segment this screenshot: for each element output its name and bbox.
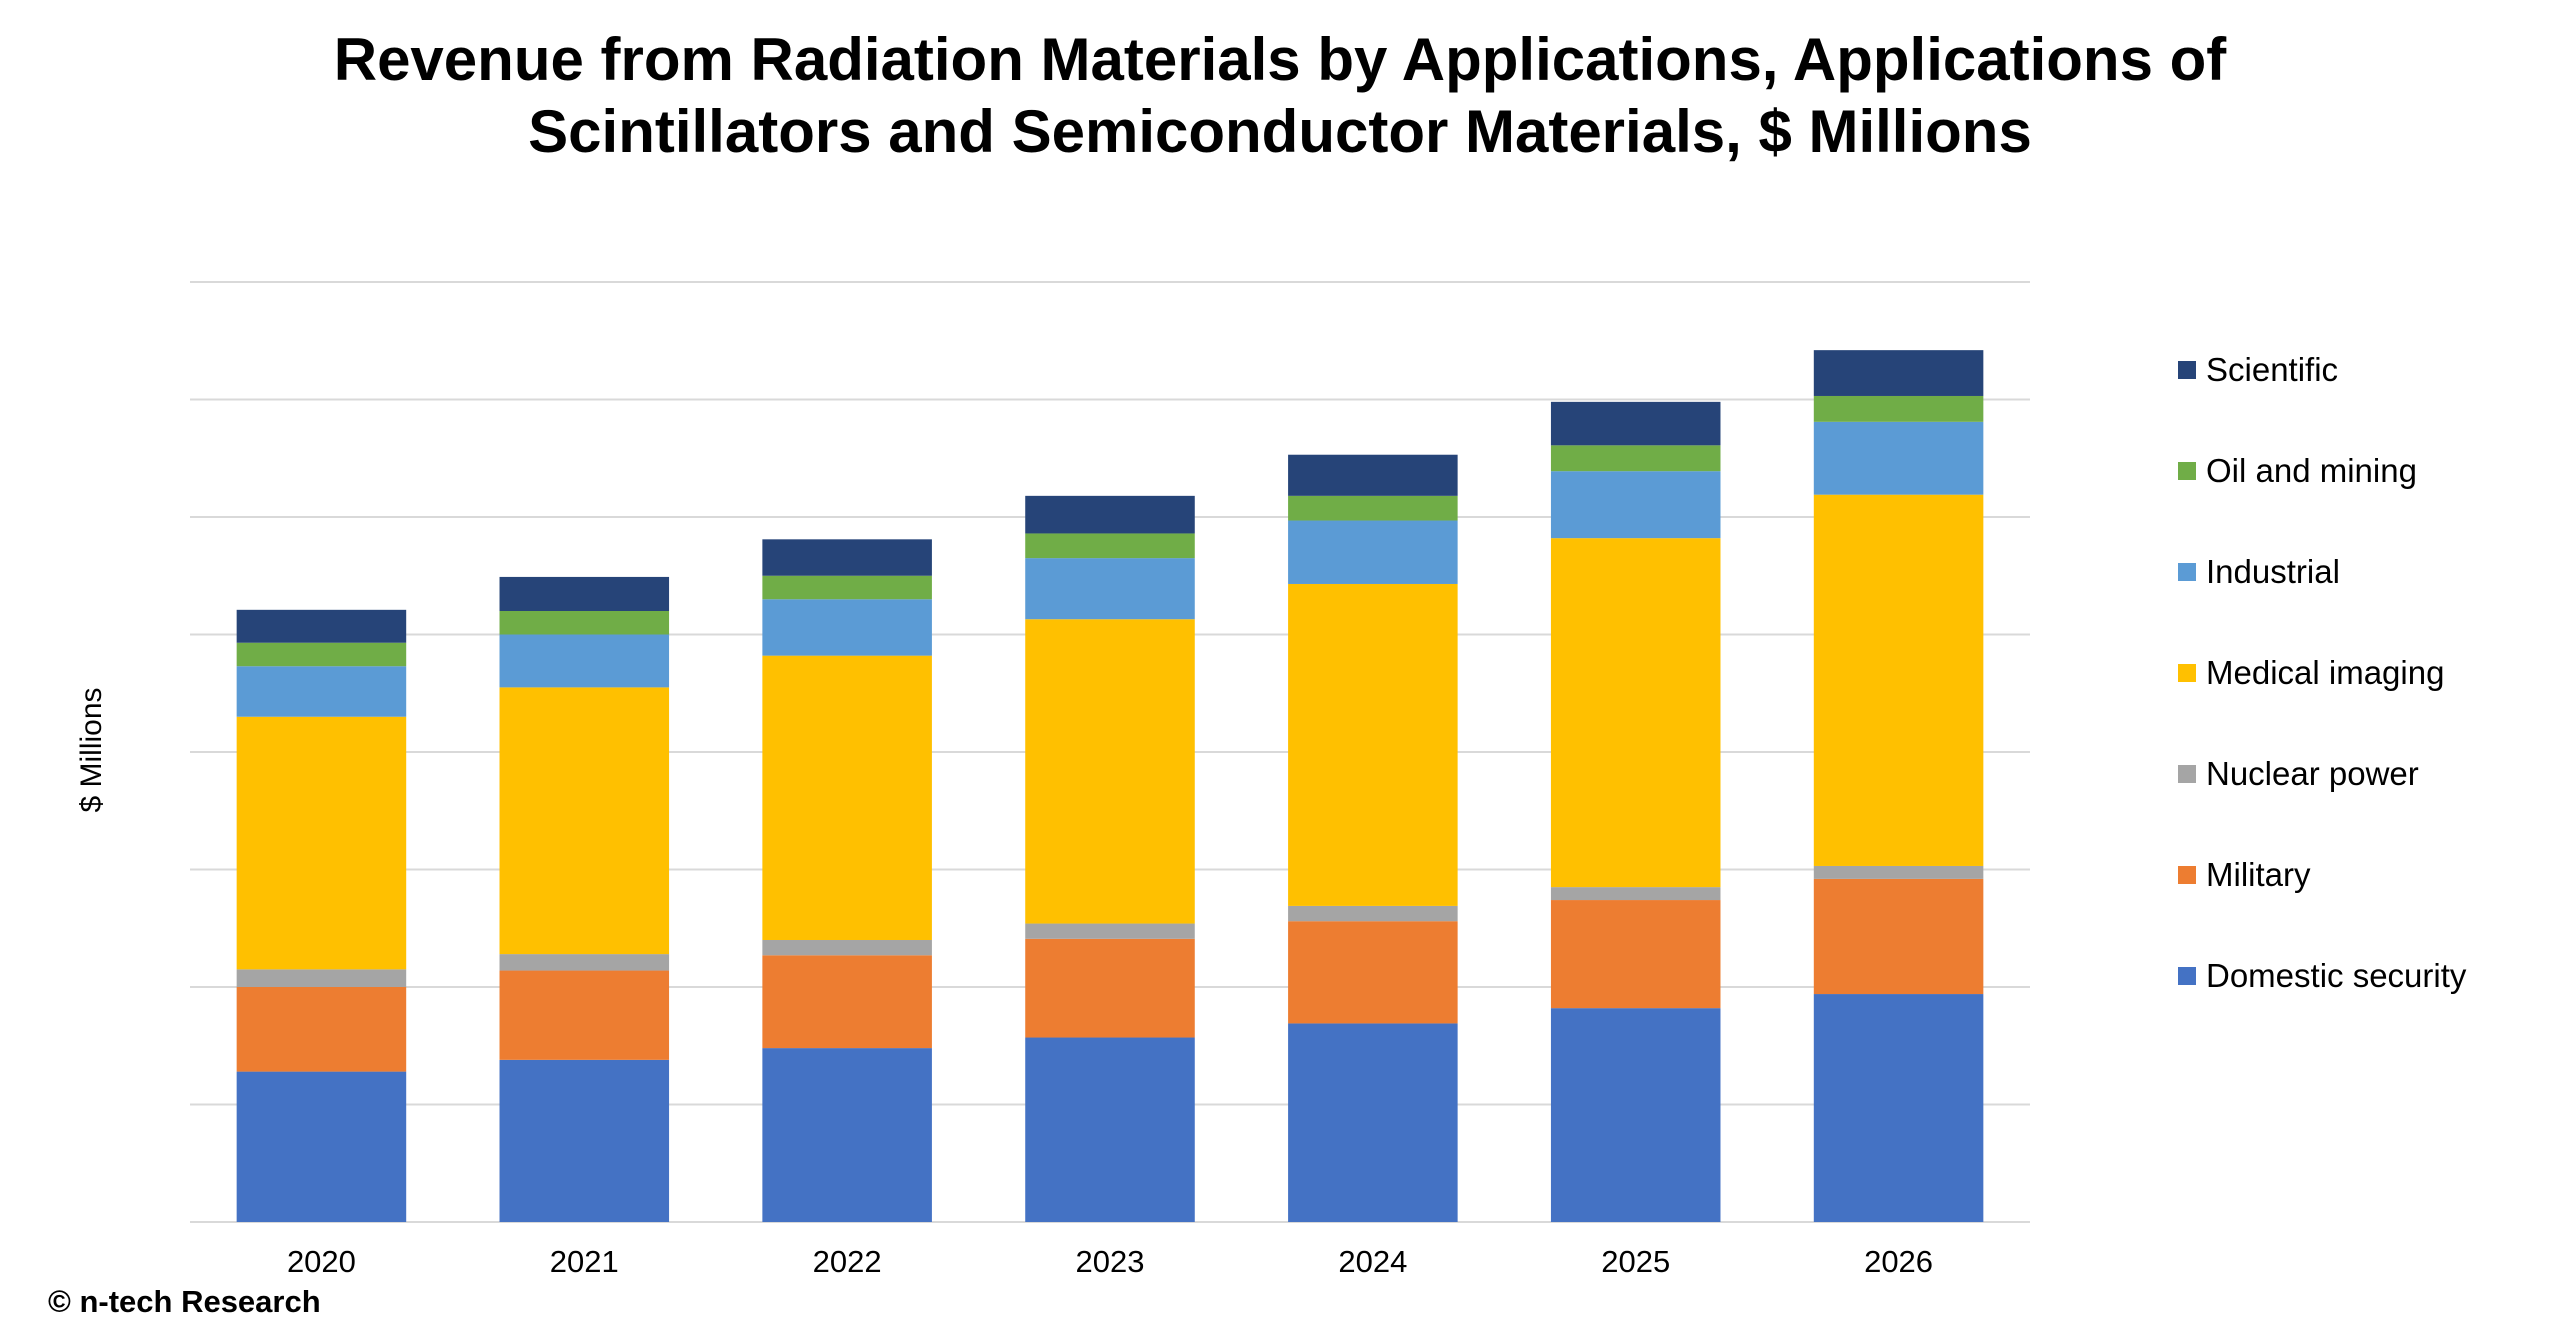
bar-segment-nuclear-power-2021 — [499, 954, 670, 971]
bar-segment-medical-imaging-2026 — [1813, 494, 1984, 866]
bar-segment-medical-imaging-2022 — [762, 655, 932, 940]
x-tick-label: 2021 — [550, 1244, 619, 1279]
bar-segment-scientific-2020 — [236, 609, 407, 643]
bar-segment-industrial-2026 — [1813, 421, 1984, 495]
bar-segment-medical-imaging-2024 — [1288, 583, 1458, 906]
bar-segment-domestic-security-2024 — [1288, 1023, 1458, 1222]
bar-segment-oil-and-mining-2024 — [1288, 495, 1458, 521]
bar-segment-nuclear-power-2024 — [1288, 905, 1458, 922]
bar-segment-nuclear-power-2023 — [1025, 923, 1195, 939]
legend-swatch — [2178, 967, 2196, 985]
legend-label: Nuclear power — [2206, 755, 2419, 792]
legend-label: Scientific — [2206, 351, 2339, 388]
bar-segment-military-2023 — [1025, 938, 1195, 1038]
bar-segment-military-2021 — [499, 970, 670, 1060]
bar-segment-medical-imaging-2021 — [499, 687, 670, 955]
x-tick-label: 2024 — [1338, 1244, 1407, 1279]
bar-segment-scientific-2021 — [499, 576, 670, 611]
bar-segment-nuclear-power-2022 — [762, 940, 932, 956]
bar-segment-domestic-security-2022 — [762, 1048, 932, 1222]
bar-segment-domestic-security-2021 — [499, 1059, 670, 1222]
bar-segment-medical-imaging-2023 — [1025, 619, 1195, 924]
bar-segment-industrial-2021 — [499, 634, 670, 688]
legend-swatch — [2178, 361, 2196, 379]
bar-segment-scientific-2023 — [1025, 495, 1195, 534]
bar-segment-medical-imaging-2020 — [236, 716, 407, 970]
bar-segment-industrial-2023 — [1025, 558, 1195, 620]
x-axis-ticks: 2020 2021 2022 2023 2024 2025 2026 — [287, 1244, 1933, 1279]
legend-label: Oil and mining — [2206, 452, 2417, 489]
bar-segment-scientific-2022 — [762, 539, 932, 576]
legend-item-domestic-security: Domestic security — [2178, 956, 2466, 996]
bar-segment-oil-and-mining-2026 — [1813, 395, 1984, 422]
bars — [236, 350, 1984, 1222]
legend-item-oil-and-mining: Oil and mining — [2178, 451, 2417, 491]
legend-label: Military — [2206, 856, 2311, 893]
bar-segment-domestic-security-2026 — [1813, 994, 1984, 1222]
bar-segment-medical-imaging-2025 — [1550, 538, 1721, 888]
bar-segment-nuclear-power-2025 — [1550, 887, 1721, 901]
legend-label: Medical imaging — [2206, 654, 2445, 691]
bar-segment-scientific-2024 — [1288, 454, 1458, 496]
bar-segment-oil-and-mining-2022 — [762, 575, 932, 600]
bar-segment-domestic-security-2025 — [1550, 1008, 1721, 1222]
bar-segment-industrial-2024 — [1288, 520, 1458, 584]
bar-segment-oil-and-mining-2021 — [499, 611, 670, 635]
bar-segment-military-2026 — [1813, 878, 1984, 995]
legend-item-military: Military — [2178, 855, 2311, 895]
bar-segment-scientific-2026 — [1813, 350, 1984, 396]
x-tick-label: 2022 — [813, 1244, 882, 1279]
bar-segment-industrial-2020 — [236, 666, 407, 717]
x-tick-label: 2020 — [287, 1244, 356, 1279]
x-tick-label: 2025 — [1601, 1244, 1670, 1279]
chart-title-line-2: Scintillators and Semiconductor Material… — [528, 98, 2032, 165]
bar-segment-domestic-security-2023 — [1025, 1037, 1195, 1222]
legend-item-nuclear-power: Nuclear power — [2178, 754, 2419, 794]
legend-item-scientific: Scientific — [2178, 350, 2338, 390]
bar-segment-oil-and-mining-2023 — [1025, 533, 1195, 559]
bar-segment-military-2022 — [762, 955, 932, 1049]
bar-segment-military-2020 — [236, 987, 407, 1072]
copyright-notice: © n-tech Research — [48, 1284, 321, 1319]
bar-segment-industrial-2022 — [762, 599, 932, 656]
legend-swatch — [2178, 866, 2196, 884]
x-tick-label: 2023 — [1076, 1244, 1145, 1279]
bar-segment-scientific-2025 — [1550, 401, 1721, 446]
bar-segment-nuclear-power-2020 — [236, 969, 407, 987]
legend-swatch — [2178, 563, 2196, 581]
bar-segment-military-2025 — [1550, 900, 1721, 1009]
bar-segment-domestic-security-2020 — [236, 1071, 407, 1222]
legend-item-medical-imaging: Medical imaging — [2178, 653, 2444, 693]
x-tick-label: 2026 — [1864, 1244, 1933, 1279]
bar-segment-oil-and-mining-2020 — [236, 642, 407, 667]
legend-swatch — [2178, 462, 2196, 480]
bar-segment-nuclear-power-2026 — [1813, 865, 1984, 879]
chart-title-line-1: Revenue from Radiation Materials by Appl… — [333, 26, 2227, 93]
legend-item-industrial: Industrial — [2178, 552, 2340, 592]
chart-title: Revenue from Radiation Materials by Appl… — [0, 24, 2560, 168]
legend-label: Domestic security — [2206, 957, 2467, 994]
legend-swatch — [2178, 664, 2196, 682]
bar-segment-industrial-2025 — [1550, 471, 1721, 539]
legend-label: Industrial — [2206, 553, 2340, 590]
legend-swatch — [2178, 765, 2196, 783]
bar-segment-oil-and-mining-2025 — [1550, 445, 1721, 472]
bar-segment-military-2024 — [1288, 921, 1458, 1024]
